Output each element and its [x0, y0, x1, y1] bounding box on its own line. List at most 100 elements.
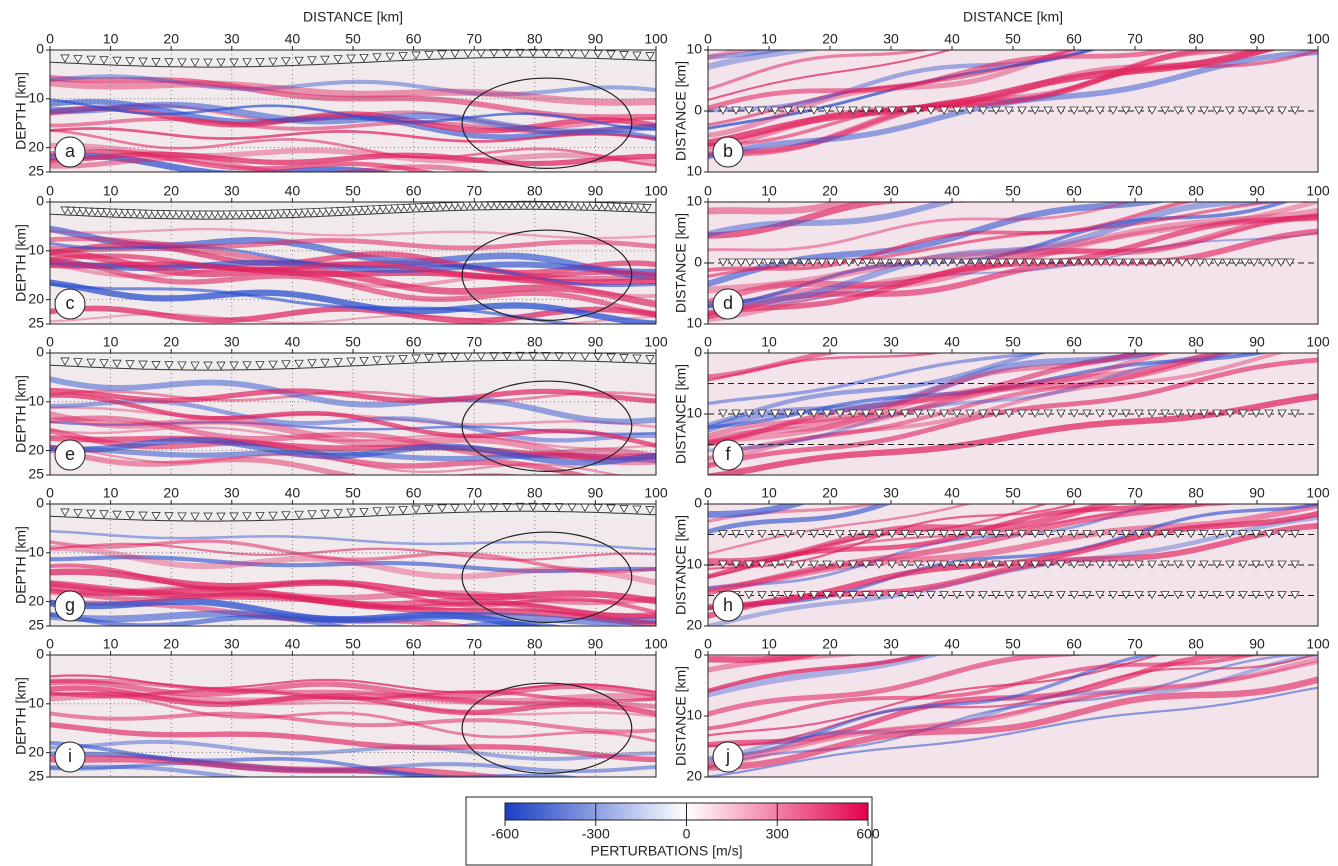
- band: [708, 50, 1318, 147]
- receiver: [398, 52, 408, 61]
- band: [50, 98, 656, 131]
- x-tick-label: 10: [103, 636, 119, 652]
- receiver: [636, 203, 646, 212]
- receiver: [965, 591, 975, 600]
- highlight-ellipse: [461, 77, 633, 169]
- band: [50, 721, 656, 763]
- y-tick-label: 25: [28, 466, 44, 482]
- receiver: [1160, 106, 1170, 115]
- x-tick-label: 80: [1188, 636, 1204, 652]
- receiver: [268, 511, 278, 520]
- receiver: [1231, 258, 1241, 267]
- receiver: [1006, 258, 1016, 267]
- receiver: [1051, 258, 1061, 267]
- receiver: [645, 52, 655, 61]
- x-tick-label: 100: [644, 485, 668, 501]
- receiver: [1147, 560, 1157, 569]
- receiver: [887, 560, 897, 569]
- receiver: [978, 409, 988, 418]
- receiver: [354, 206, 364, 215]
- band: [50, 588, 656, 619]
- colorbar-tick-label: 300: [766, 826, 790, 842]
- x-tick-label: 50: [1005, 485, 1021, 501]
- colorbar-title: PERTURBATIONS [m/s]: [591, 843, 743, 859]
- receiver: [991, 409, 1001, 418]
- receiver: [1121, 106, 1131, 115]
- receiver: [359, 53, 369, 63]
- receiver: [1082, 530, 1092, 539]
- receiver: [1199, 530, 1209, 539]
- receiver: [822, 560, 832, 569]
- receiver: [796, 409, 806, 418]
- receiver: [359, 356, 369, 366]
- receiver: [900, 591, 910, 600]
- panel-label-circle: [712, 136, 744, 168]
- receiver: [1240, 258, 1250, 267]
- receiver: [1043, 560, 1053, 569]
- receiver: [502, 352, 512, 361]
- receiver: [300, 208, 310, 217]
- receiver: [1264, 560, 1274, 569]
- receiver: [1147, 106, 1157, 115]
- receiver: [835, 530, 845, 539]
- receiver: [306, 208, 316, 217]
- y-tick-label: 10: [686, 163, 702, 179]
- receiver: [1004, 106, 1014, 115]
- x-tick-label: 100: [1306, 485, 1330, 501]
- x-tick-label: 20: [163, 636, 179, 652]
- y-tick-label: 10: [28, 242, 44, 258]
- y-axis-title: DEPTH [km]: [13, 526, 29, 604]
- receiver: [754, 258, 764, 267]
- receiver: [1069, 106, 1079, 115]
- x-tick-label: 70: [466, 183, 482, 199]
- receiver: [1225, 530, 1235, 539]
- panel-image: [50, 504, 656, 626]
- receiver: [887, 106, 897, 115]
- receiver: [796, 560, 806, 569]
- band: [50, 152, 394, 172]
- receiver: [1186, 591, 1196, 600]
- y-tick-label: 10: [28, 90, 44, 106]
- band: [708, 228, 1318, 320]
- receiver: [192, 210, 202, 219]
- y-tick-label: 0: [36, 646, 44, 662]
- y-tick-label: 20: [686, 768, 702, 784]
- band: [50, 563, 656, 615]
- receiver: [645, 506, 655, 515]
- panel-frame: [49, 654, 657, 778]
- receiver: [1069, 591, 1079, 600]
- receiver: [411, 51, 421, 60]
- x-tick-label: 30: [883, 334, 899, 350]
- receiver: [952, 409, 962, 418]
- x-tick-label: 20: [822, 31, 838, 47]
- x-tick-label: 80: [527, 334, 543, 350]
- receiver: [1173, 560, 1183, 569]
- y-tick-label: 0: [694, 102, 702, 118]
- band: [50, 105, 656, 134]
- x-tick-label: 60: [406, 183, 422, 199]
- receiver: [796, 591, 806, 600]
- receiver: [783, 530, 793, 539]
- x-tick-label: 80: [1188, 334, 1204, 350]
- receiver: [203, 512, 213, 521]
- receiver: [783, 106, 793, 115]
- band: [708, 50, 954, 101]
- receiver: [216, 58, 226, 67]
- band: [708, 353, 1177, 447]
- receiver: [978, 591, 988, 600]
- receiver: [320, 358, 330, 367]
- receiver: [318, 207, 328, 217]
- y-axis-title: DEPTH [km]: [13, 72, 29, 150]
- receiver: [913, 106, 923, 115]
- band: [708, 50, 1279, 147]
- receiver: [108, 208, 118, 217]
- receiver: [234, 210, 244, 219]
- receiver: [541, 49, 551, 58]
- x-tick-label: 60: [1066, 334, 1082, 350]
- receiver: [1277, 409, 1287, 418]
- receiver: [90, 207, 100, 217]
- receiver: [744, 591, 754, 600]
- band: [50, 692, 656, 743]
- receiver: [366, 205, 376, 214]
- x-tick-label: 70: [1127, 183, 1143, 199]
